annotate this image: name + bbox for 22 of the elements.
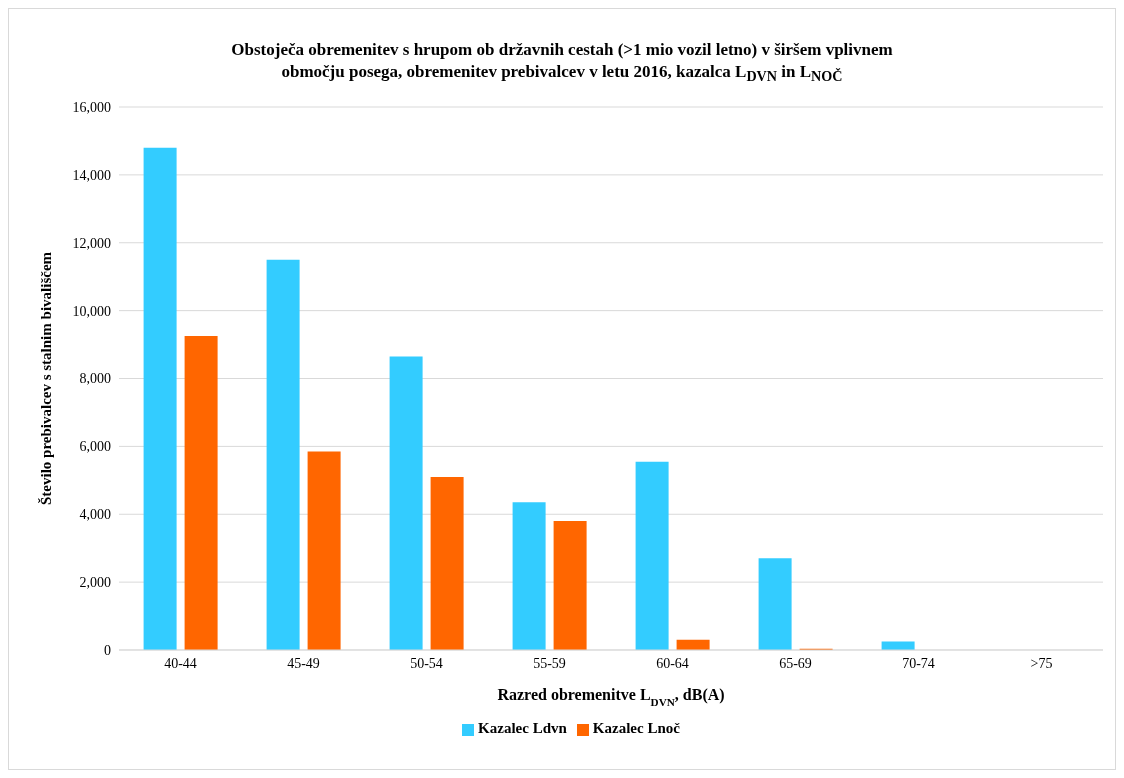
x-tick-label: 70-74 — [902, 656, 935, 672]
legend-label: Kazalec Ldvn — [478, 720, 567, 737]
x-axis-title: Razred obremenitve L$_{DVN}$, dB(A) — [497, 686, 725, 709]
y-tick-label: 4,000 — [79, 507, 111, 523]
y-tick-label: 2,000 — [79, 575, 111, 591]
x-tick-label: 65-69 — [779, 656, 812, 672]
x-tick-label: 45-49 — [287, 656, 320, 672]
y-tick-label: 6,000 — [79, 439, 111, 455]
y-tick-label: 8,000 — [79, 371, 111, 387]
x-tick-label: >75 — [1030, 656, 1053, 672]
x-tick-label: 50-54 — [410, 656, 443, 672]
y-axis-title: Število prebivalcev s stalnim bivališčem — [38, 251, 54, 506]
x-tick-label: 60-64 — [656, 656, 689, 672]
chart-title: Obstoječa obremenitev s hrupom ob državnih cestah (>1 mio vozil letno) v širšem vplivnem območju posega, obremenitev prebivalcev v letu 2016, kazalca L$_{DVN}$ in L$_{NOČ}$ — [230, 39, 894, 87]
y-tick-label: 10,000 — [72, 303, 111, 319]
y-tick-label: 0 — [104, 643, 111, 659]
x-tick-label: 40-44 — [164, 656, 197, 672]
x-tick-label: 55-59 — [533, 656, 566, 672]
y-tick-label: 12,000 — [72, 236, 111, 252]
legend-label: Kazalec Lnoč — [592, 720, 680, 737]
y-tick-label: 16,000 — [72, 100, 111, 116]
y-tick-label: 14,000 — [72, 168, 111, 184]
